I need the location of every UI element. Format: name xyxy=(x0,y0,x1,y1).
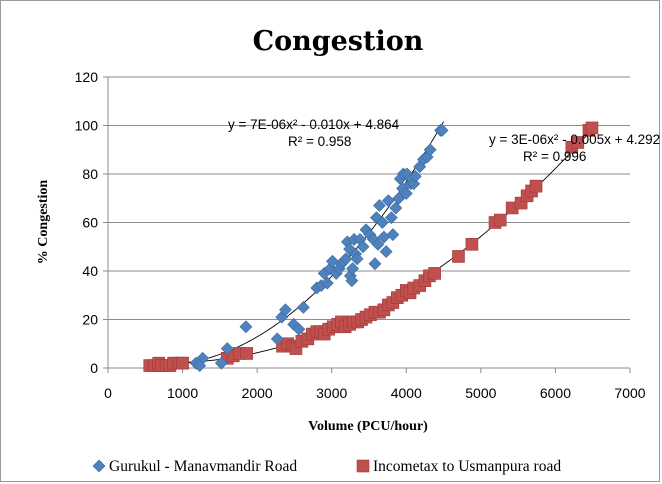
legend-marker-gurukul xyxy=(92,459,106,473)
data-point-incometax xyxy=(240,347,254,360)
trendline-equation-1: y = 7E-06x² - 0.010x + 4.864 xyxy=(228,117,400,132)
data-point-gurukul xyxy=(346,262,360,275)
data-point-gurukul xyxy=(220,342,234,356)
data-point-gurukul xyxy=(384,211,398,225)
x-tick-label: 1000 xyxy=(167,385,198,401)
data-point-gurukul xyxy=(214,356,228,370)
trendline-r2-1: R² = 0.958 xyxy=(288,134,351,149)
data-point-gurukul xyxy=(323,262,337,275)
x-tick-label: 7000 xyxy=(614,385,645,401)
y-axis-title: % Congestion xyxy=(36,180,51,265)
x-tick-label: 4000 xyxy=(391,385,422,401)
data-point-gurukul xyxy=(239,320,253,334)
data-point-gurukul xyxy=(386,228,400,242)
data-point-gurukul xyxy=(435,123,449,137)
trendline-series-2 xyxy=(145,128,594,364)
data-point-incometax xyxy=(452,250,465,263)
data-point-incometax xyxy=(585,121,599,135)
data-point-gurukul xyxy=(296,300,310,314)
data-point-incometax xyxy=(176,356,189,370)
data-point-incometax xyxy=(465,238,479,251)
legend: Gurukul - Manavmandir Road Incometax to … xyxy=(92,458,561,475)
x-tick-label: 5000 xyxy=(465,385,496,401)
legend-label-incometax: Incometax to Usmanpura road xyxy=(373,458,561,475)
y-tick-label: 40 xyxy=(82,263,98,279)
legend-diamond-marker xyxy=(92,459,106,473)
data-point-gurukul xyxy=(292,322,306,336)
x-tick-label: 2000 xyxy=(242,385,273,401)
chart-title: Congestion xyxy=(253,26,424,57)
x-tick-label: 6000 xyxy=(540,385,571,401)
trendline-r2-2: R² = 0.996 xyxy=(523,149,586,164)
data-point-gurukul xyxy=(373,199,386,212)
x-tick-label: 3000 xyxy=(316,385,347,401)
data-point-gurukul xyxy=(326,254,339,268)
y-tick-label: 120 xyxy=(75,69,99,85)
data-point-gurukul xyxy=(339,252,353,266)
data-point-gurukul xyxy=(381,194,395,208)
data-point-gurukul xyxy=(356,240,370,254)
y-tick-label: 20 xyxy=(82,312,98,328)
data-point-gurukul xyxy=(350,252,364,266)
data-point-gurukul xyxy=(320,276,334,290)
data-point-gurukul xyxy=(371,237,385,251)
data-point-gurukul xyxy=(193,359,207,372)
trendline-equations: y = 7E-06x² - 0.010x + 4.864 R² = 0.958 … xyxy=(228,117,660,164)
data-point-gurukul xyxy=(408,170,422,183)
x-axis-title: Volume (PCU/hour) xyxy=(308,419,428,434)
legend-label-gurukul: Gurukul - Manavmandir Road xyxy=(109,458,297,475)
data-point-gurukul xyxy=(407,177,421,191)
x-tick-label: 0 xyxy=(104,385,112,401)
data-point-gurukul xyxy=(375,216,389,229)
legend-square-marker xyxy=(356,459,370,473)
data-markers xyxy=(143,121,599,372)
data-point-gurukul xyxy=(270,332,284,346)
data-point-incometax xyxy=(493,213,507,227)
data-point-incometax xyxy=(571,136,585,149)
tick-labels: 0 20 40 60 80 100 120 0 1000 2000 3000 4000 5000 6000… xyxy=(75,69,646,401)
y-tick-label: 80 xyxy=(82,166,98,182)
data-point-gurukul xyxy=(399,186,413,200)
y-tick-label: 0 xyxy=(90,360,98,376)
legend-marker-incometax xyxy=(356,459,370,473)
data-point-gurukul xyxy=(345,274,359,288)
data-point-incometax xyxy=(428,267,441,280)
data-point-gurukul xyxy=(423,143,437,157)
data-point-gurukul xyxy=(279,303,292,317)
data-point-gurukul xyxy=(389,201,403,215)
gridlines xyxy=(108,76,630,320)
y-tick-label: 60 xyxy=(82,215,98,231)
y-tick-label: 100 xyxy=(75,118,99,134)
data-point-incometax xyxy=(529,179,543,193)
data-point-gurukul xyxy=(368,257,382,271)
data-point-gurukul xyxy=(379,245,393,259)
trendline-equation-2: y = 3E-06x² - 0.005x + 4.292 xyxy=(489,132,660,147)
